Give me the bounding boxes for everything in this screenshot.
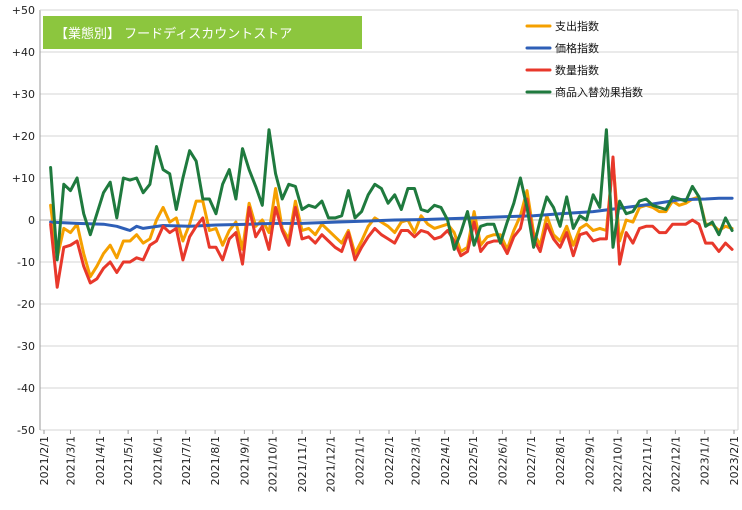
series-line-2 (49, 155, 734, 289)
x-tick-label: 2021/10/1 (267, 436, 280, 492)
x-tick-label: 2022/2/1 (383, 436, 396, 485)
y-tick-label: +10 (12, 172, 35, 185)
x-tick-label: 2022/4/1 (439, 436, 452, 485)
x-tick-label: 2021/9/1 (238, 436, 251, 485)
y-axis-ticks: +50 +40 +30 +20 +10 0 -10 -20 -30 -40 -50 (12, 4, 35, 437)
x-tick-label: 2021/8/1 (209, 436, 222, 485)
legend-label-3: 商品入替効果指数 (555, 85, 643, 99)
x-tick-label: 2023/1/1 (699, 436, 712, 485)
x-tick-label: 2022/6/1 (496, 436, 509, 485)
x-tick-label: 2023/2/1 (728, 436, 741, 485)
x-tick-label: 2021/11/1 (296, 436, 309, 492)
series-line-3 (49, 128, 734, 262)
y-tick-label: -30 (17, 340, 35, 353)
y-tick-label: -40 (17, 382, 35, 395)
x-tick-label: 2022/10/1 (612, 436, 625, 492)
x-tick-label: 2022/5/1 (467, 436, 480, 485)
series-line-1 (49, 196, 734, 232)
x-tick-label: 2021/6/1 (151, 436, 164, 485)
y-tick-label: -10 (17, 256, 35, 269)
x-tick-label: 2022/11/1 (641, 436, 654, 492)
x-tick-label: 2021/7/1 (180, 436, 193, 485)
x-tick-label: 2021/4/1 (94, 436, 107, 485)
y-tick-label: +30 (12, 88, 35, 101)
legend-label-2: 数量指数 (555, 63, 599, 77)
legend-label-0: 支出指数 (555, 19, 599, 33)
x-tick-label: 2021/5/1 (122, 436, 135, 485)
y-tick-label: +20 (12, 130, 35, 143)
legend-label-1: 価格指数 (555, 41, 599, 55)
chart-title-box: 【業態別】 フードディスカウントストア (43, 16, 362, 49)
x-tick-label: 2022/3/1 (409, 436, 422, 485)
y-tick-label: +40 (12, 46, 35, 59)
series-lines (49, 128, 734, 289)
x-tick-label: 2022/7/1 (525, 436, 538, 485)
x-tick-label: 2021/3/1 (64, 436, 77, 485)
x-tick-label: 2021/12/1 (324, 436, 337, 492)
x-tick-label: 2022/8/1 (554, 436, 567, 485)
x-axis-ticks: 2021/2/1 2021/3/1 2021/4/1 2021/5/1 2021/6/1… (38, 430, 741, 492)
x-tick-label: 2022/1/1 (354, 436, 367, 485)
x-tick-label: 2022/9/1 (583, 436, 596, 485)
y-tick-label: -50 (17, 424, 35, 437)
chart-title: 【業態別】 フードディスカウントストア (55, 26, 292, 42)
y-tick-label: +50 (12, 4, 35, 17)
x-tick-label: 2021/2/1 (38, 436, 51, 485)
x-tick-label: 2022/12/1 (669, 436, 682, 492)
y-tick-label: -20 (17, 298, 35, 311)
chart-title-background (43, 16, 362, 49)
y-tick-label: 0 (28, 214, 35, 227)
